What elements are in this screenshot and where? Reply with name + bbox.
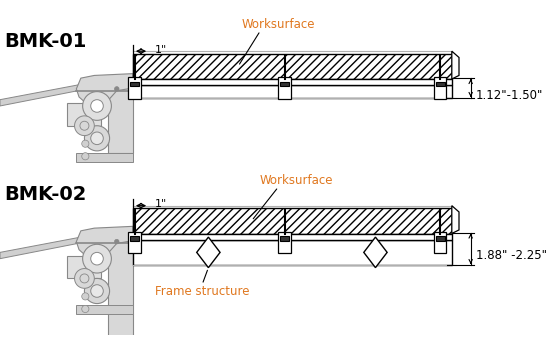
Circle shape	[82, 153, 89, 160]
Text: Worksurface: Worksurface	[242, 18, 315, 31]
Polygon shape	[197, 237, 220, 268]
Circle shape	[91, 132, 103, 145]
Circle shape	[80, 274, 89, 283]
Bar	[278, 77, 291, 99]
Circle shape	[115, 87, 119, 91]
Text: 1": 1"	[155, 199, 167, 210]
Bar	[133, 208, 452, 233]
Circle shape	[83, 244, 111, 273]
Text: BMK-02: BMK-02	[4, 185, 87, 204]
Text: Frame structure: Frame structure	[155, 285, 249, 298]
Circle shape	[91, 252, 103, 265]
Circle shape	[82, 305, 89, 312]
Bar	[280, 236, 289, 241]
Bar	[133, 233, 452, 240]
Polygon shape	[76, 153, 133, 162]
Circle shape	[82, 293, 89, 300]
Bar	[133, 54, 452, 79]
Polygon shape	[76, 74, 133, 104]
Text: Worksurface: Worksurface	[260, 174, 333, 187]
Circle shape	[84, 278, 110, 304]
Bar	[130, 236, 139, 241]
Bar	[128, 232, 141, 253]
Bar	[108, 241, 133, 351]
Bar	[436, 82, 444, 86]
Circle shape	[75, 116, 94, 135]
Text: BMK-01: BMK-01	[4, 32, 87, 51]
Circle shape	[91, 100, 103, 112]
Bar	[128, 77, 141, 99]
Bar	[67, 256, 101, 278]
Polygon shape	[364, 237, 387, 268]
Bar	[133, 79, 452, 85]
Circle shape	[91, 285, 103, 297]
Polygon shape	[76, 226, 133, 257]
Bar	[436, 236, 444, 241]
Bar	[67, 103, 101, 126]
Text: 1": 1"	[155, 45, 167, 55]
Bar	[434, 232, 447, 253]
Circle shape	[84, 126, 110, 151]
Bar	[280, 82, 289, 86]
Bar	[434, 77, 447, 99]
Circle shape	[80, 121, 89, 130]
Bar	[108, 88, 133, 153]
Circle shape	[83, 92, 111, 120]
Polygon shape	[452, 51, 459, 79]
Bar	[133, 240, 452, 265]
Text: 1.12"-1.50": 1.12"-1.50"	[476, 89, 544, 102]
Bar	[130, 82, 139, 86]
Circle shape	[75, 269, 94, 288]
Polygon shape	[0, 74, 133, 106]
Circle shape	[115, 239, 119, 244]
Circle shape	[82, 140, 89, 147]
Bar	[278, 232, 291, 253]
Polygon shape	[76, 305, 133, 314]
Bar	[133, 85, 452, 98]
Text: 1.88" -2.25": 1.88" -2.25"	[476, 250, 547, 263]
Polygon shape	[452, 206, 459, 233]
Polygon shape	[0, 227, 133, 259]
